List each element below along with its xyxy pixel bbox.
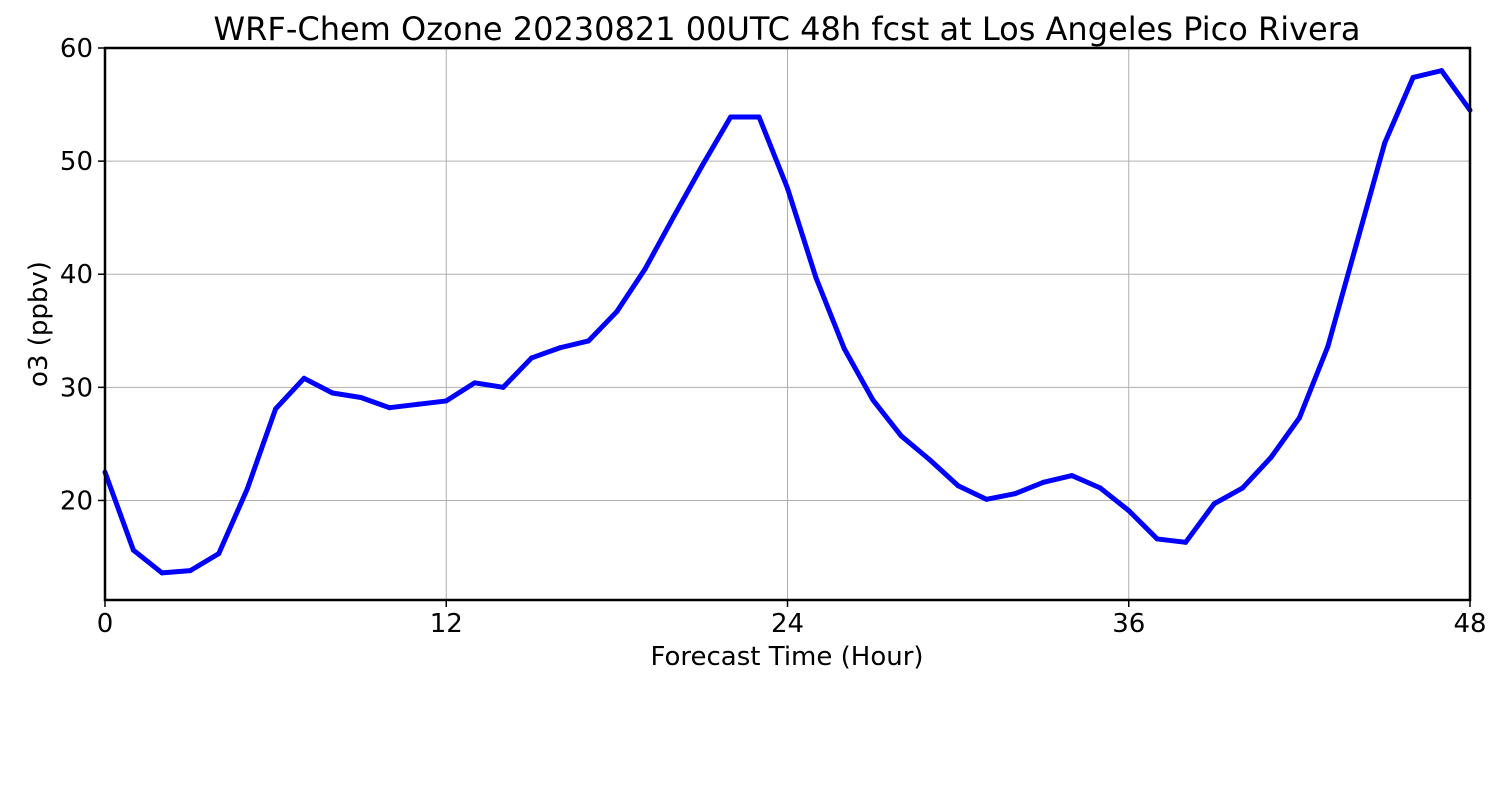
data-point (244, 486, 250, 492)
data-point (1382, 140, 1388, 146)
y-tick-label: 40 (60, 260, 93, 290)
data-point (785, 185, 790, 191)
data-point (1183, 539, 1189, 545)
y-tick-label: 60 (60, 34, 93, 64)
x-tick-label: 48 (1453, 609, 1486, 639)
x-tick-label: 12 (430, 609, 463, 639)
y-tick-label: 30 (60, 373, 93, 403)
plot-frame (103, 46, 1472, 602)
data-point (1439, 68, 1445, 74)
data-point (1097, 485, 1103, 491)
x-tick-label: 0 (97, 609, 114, 639)
data-point (1040, 479, 1046, 485)
data-point (130, 547, 136, 553)
data-point (273, 406, 279, 412)
data-point (1126, 508, 1132, 514)
y-axis-label: o3 (ppbv) (24, 261, 54, 387)
data-point (813, 275, 819, 281)
data-point (557, 345, 563, 351)
data-point (301, 375, 307, 381)
data-points (102, 68, 1473, 576)
data-point (386, 405, 392, 411)
data-point (1154, 536, 1160, 542)
data-point (187, 568, 193, 574)
data-point (614, 309, 620, 315)
data-point (1268, 454, 1274, 460)
axis-ticks (98, 47, 1471, 607)
data-point (984, 496, 990, 502)
tick-labels: 0 12 24 36 48 20 30 40 50 60 (60, 34, 1487, 639)
chart-title: WRF-Chem Ozone 20230821 00UTC 48h fcst a… (214, 10, 1361, 48)
data-point (358, 395, 364, 401)
data-point (1410, 74, 1416, 80)
data-point (585, 338, 591, 344)
data-point (159, 570, 165, 576)
data-point (699, 163, 705, 169)
data-point (927, 457, 933, 463)
x-axis-label: Forecast Time (Hour) (650, 642, 923, 672)
data-point (870, 397, 876, 403)
data-point (1012, 491, 1018, 497)
data-point (1353, 242, 1359, 248)
grid-lines (104, 47, 1471, 600)
data-point (415, 401, 421, 407)
data-point (1296, 415, 1302, 421)
data-point (472, 380, 478, 386)
data-point (898, 433, 904, 439)
data-point (728, 114, 734, 120)
data-point (330, 390, 335, 396)
data-point (642, 266, 648, 272)
data-point (500, 384, 506, 390)
x-tick-label: 36 (1112, 609, 1145, 639)
data-point (443, 398, 449, 404)
data-point (955, 483, 961, 489)
data-point (756, 114, 762, 120)
y-tick-label: 20 (60, 486, 93, 516)
x-tick-label: 24 (771, 609, 804, 639)
data-point (1069, 473, 1075, 479)
y-tick-label: 50 (60, 147, 93, 177)
data-point (1325, 344, 1331, 350)
data-point (216, 551, 222, 557)
data-point (841, 346, 847, 352)
data-point (529, 355, 535, 361)
data-point (671, 214, 677, 220)
data-point (1211, 501, 1217, 507)
data-point (1240, 485, 1245, 491)
